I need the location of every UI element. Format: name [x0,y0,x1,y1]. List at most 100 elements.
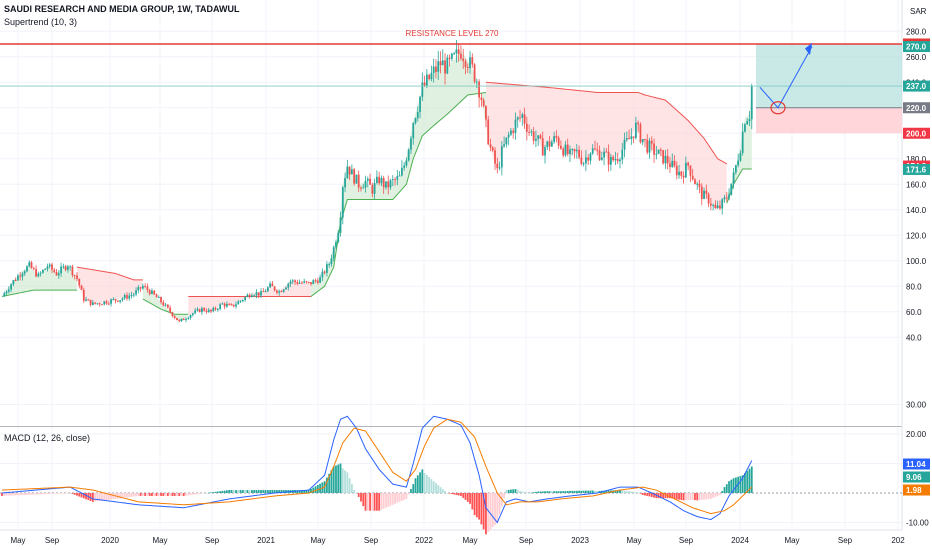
macd-histogram-bar [10,493,12,496]
candle-body [403,165,406,168]
candle-body [91,302,94,305]
macd-histogram-bar [450,493,453,494]
macd-histogram-bar [603,490,605,493]
candle-body [60,266,62,274]
macd-histogram-bar [307,490,310,493]
candle-body [412,123,415,139]
candle-body [280,291,283,293]
trade-setup-zones[interactable] [756,44,902,134]
candle-body [348,166,351,175]
macd-histogram-bar [700,493,703,500]
price-axis[interactable]: 280.0260.0240.0220.0200.0180.0160.0140.0… [903,27,930,342]
supertrend-up-line [310,91,487,297]
candle-body [428,74,431,80]
candle-body [87,299,90,301]
candle-body [482,100,485,107]
candle-body [580,157,583,164]
macd-histogram-bar [671,493,674,499]
candle-body [255,292,258,296]
candle-body [303,281,306,283]
symbol-title[interactable]: SAUDI RESEARCH AND MEDIA GROUP, 1W, TADA… [4,4,240,14]
macd-histogram-bar [516,490,519,493]
candle-body [123,295,126,299]
candle-body [69,266,72,268]
candle-body [130,294,133,296]
candle-body [673,160,676,166]
macd-histogram-bar [12,493,15,496]
macd-histogram-bar [530,492,533,494]
chart-drawings[interactable] [0,43,902,115]
candle-body [614,158,617,161]
macd-histogram-bar [546,491,549,493]
candle-body [657,149,660,154]
macd-histogram-bar [455,493,458,495]
macd-histogram-bar [237,490,240,493]
candle-body [594,148,596,150]
candle-body [712,204,715,206]
macd-histogram-bar [180,493,183,496]
macd-histogram-bar [171,493,174,496]
macd-histogram-bar [119,493,122,499]
pane-divider[interactable] [0,426,902,427]
candle-body [173,316,176,318]
candle-body [253,295,256,297]
time-axis[interactable]: May Sep 2020 May Sep 2021 May Sep 2022 May Sep 2023… [10,536,905,545]
candle-body [369,178,371,185]
macd-histogram-bar [689,493,692,501]
candle-body [496,163,499,169]
candle-body [562,148,565,156]
macd-histogram-bar [55,493,58,494]
candle-body [730,183,733,195]
macd-histogram-bar [110,493,112,500]
candle-body [35,269,37,277]
macd-histogram-bar [76,493,78,496]
macd-histogram-bar [257,490,260,493]
candle-body [71,266,74,276]
macd-histogram-bar [398,493,401,502]
macd-histogram-bar [146,493,149,496]
candle-body [528,131,531,133]
macd-histogram-bar [394,493,396,504]
candle-body [519,117,521,119]
candle-body [644,139,646,141]
macd-histogram-bar [557,491,560,493]
macd-histogram-bar [332,466,335,493]
candle-body [26,266,28,272]
candle-body [491,147,494,151]
candle-body [307,281,310,283]
candle-body [64,266,67,270]
candle-body [114,299,117,301]
macd-badge-label: 9.06 [906,473,922,482]
macd-histogram-bar [128,493,131,498]
candle-body [78,278,81,286]
macd-histogram-bar [573,490,576,493]
candle-body [214,308,217,310]
macd-histogram-bar [571,490,574,493]
supertrend-legend[interactable]: Supertrend (10, 3) [4,17,78,27]
macd-histogram-bar [196,493,199,495]
candle-body [257,292,260,296]
candle-body [210,309,212,312]
macd-histogram-bar [687,493,690,501]
candle-body [453,53,456,55]
candle-body [128,295,131,299]
macd-histogram-bar [357,493,360,497]
macd-histogram-bar [703,493,705,500]
candle-body [273,286,276,291]
macd-histogram-bar [314,486,317,493]
candle-body [221,303,224,305]
candle-body [212,308,215,312]
candle-body [507,134,510,138]
projection-path [759,46,813,109]
candle-body [441,60,444,66]
candle-body [185,318,187,321]
macd-histogram-bar [169,493,172,496]
macd-histogram-bar [719,493,721,495]
macd-histogram-bar [64,493,67,494]
macd-histogram-bar [639,493,642,494]
macd-histogram-bar [696,493,699,501]
candle-body [285,287,287,290]
macd-legend[interactable]: MACD (12, 26, close) [4,433,91,443]
